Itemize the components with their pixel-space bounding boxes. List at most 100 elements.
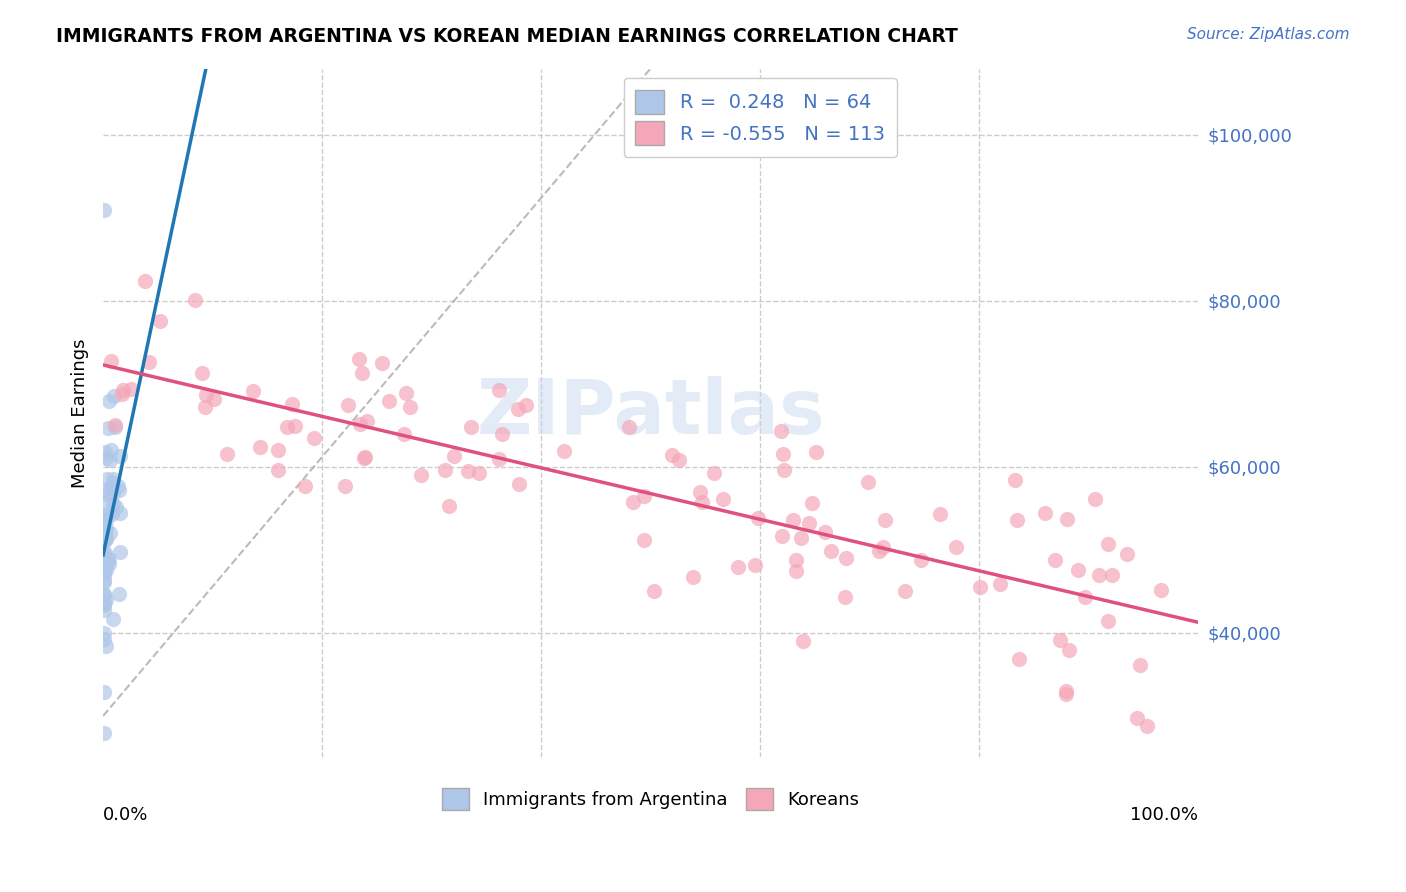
Point: [304, 431, 326, 445]
Point: [335, 479, 357, 493]
Point: [94, 451, 117, 466]
Point: [1067, 563, 1090, 577]
Point: [770, 529, 793, 543]
Point: [93, 598, 115, 612]
Point: [468, 466, 491, 480]
Point: [804, 444, 827, 458]
Point: [215, 447, 238, 461]
Point: [242, 384, 264, 398]
Point: [820, 543, 842, 558]
Point: [98, 526, 121, 541]
Point: [94, 523, 117, 537]
Y-axis label: Median Earnings: Median Earnings: [72, 338, 89, 488]
Point: [94, 487, 117, 501]
Point: [668, 453, 690, 467]
Point: [100, 481, 122, 495]
Point: [689, 485, 711, 500]
Point: [1004, 473, 1026, 487]
Point: [94, 563, 117, 577]
Point: [790, 531, 813, 545]
Point: [101, 507, 124, 521]
Point: [349, 352, 371, 367]
Point: [191, 366, 214, 380]
Point: [112, 383, 135, 397]
Point: [96, 508, 118, 522]
Text: 0.0%: 0.0%: [103, 805, 149, 823]
Point: [988, 577, 1011, 591]
Point: [409, 467, 432, 482]
Point: [835, 551, 858, 566]
Point: [350, 366, 373, 380]
Point: [94, 546, 117, 560]
Point: [93, 445, 115, 459]
Point: [281, 397, 304, 411]
Point: [93, 567, 115, 582]
Point: [1097, 614, 1119, 628]
Point: [834, 590, 856, 604]
Point: [945, 541, 967, 555]
Point: [506, 401, 529, 416]
Point: [100, 354, 122, 368]
Point: [101, 497, 124, 511]
Point: [770, 424, 793, 438]
Point: [93, 202, 115, 217]
Point: [868, 544, 890, 558]
Point: [97, 421, 120, 435]
Point: [792, 634, 814, 648]
Point: [437, 499, 460, 513]
Point: [727, 560, 749, 574]
Point: [1129, 658, 1152, 673]
Point: [433, 462, 456, 476]
Text: Source: ZipAtlas.com: Source: ZipAtlas.com: [1187, 27, 1350, 42]
Point: [96, 551, 118, 566]
Point: [202, 392, 225, 406]
Point: [266, 443, 288, 458]
Text: ZIPatlas: ZIPatlas: [477, 376, 825, 450]
Point: [93, 512, 115, 526]
Point: [643, 584, 665, 599]
Point: [98, 453, 121, 467]
Point: [553, 444, 575, 458]
Point: [93, 547, 115, 561]
Point: [747, 511, 769, 525]
Point: [395, 386, 418, 401]
Point: [711, 491, 734, 506]
Point: [799, 516, 821, 530]
Point: [93, 632, 115, 646]
Point: [336, 397, 359, 411]
Point: [98, 393, 121, 408]
Point: [94, 508, 117, 523]
Point: [1150, 583, 1173, 598]
Point: [93, 535, 115, 549]
Point: [508, 477, 530, 491]
Point: [744, 558, 766, 573]
Point: [392, 427, 415, 442]
Point: [1126, 711, 1149, 725]
Point: [814, 525, 837, 540]
Point: [134, 274, 156, 288]
Point: [370, 356, 392, 370]
Point: [1084, 492, 1107, 507]
Point: [93, 573, 115, 587]
Point: [349, 417, 371, 432]
Point: [100, 442, 122, 457]
Point: [872, 540, 894, 554]
Point: [103, 475, 125, 490]
Point: [107, 479, 129, 493]
Point: [194, 388, 217, 402]
Point: [93, 525, 115, 540]
Point: [661, 448, 683, 462]
Point: [801, 495, 824, 509]
Point: [93, 586, 115, 600]
Point: [108, 483, 131, 497]
Point: [1074, 591, 1097, 605]
Point: [284, 419, 307, 434]
Point: [97, 557, 120, 571]
Point: [682, 570, 704, 584]
Point: [1054, 686, 1077, 700]
Point: [98, 551, 121, 566]
Point: [94, 639, 117, 653]
Point: [353, 450, 375, 464]
Point: [1136, 719, 1159, 733]
Point: [101, 486, 124, 500]
